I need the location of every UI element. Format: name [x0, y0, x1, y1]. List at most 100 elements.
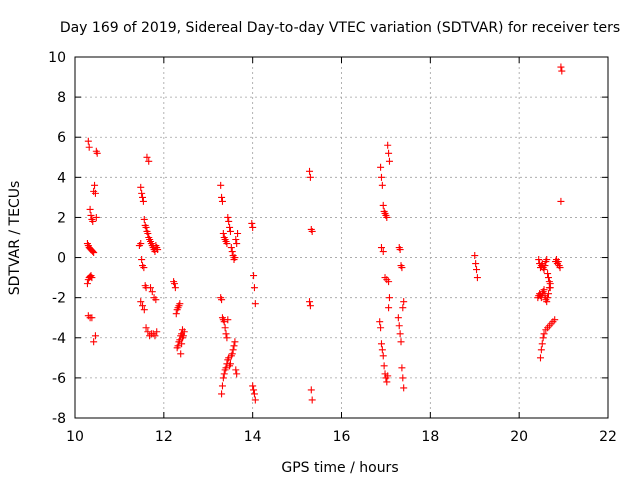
- y-axis-label: SDTVAR / TECUs: [7, 181, 23, 296]
- data-series: [306, 167, 316, 235]
- data-series: [217, 294, 232, 342]
- data-point: [398, 364, 406, 372]
- data-point: [85, 143, 93, 151]
- data-series: [218, 338, 241, 398]
- data-point: [399, 374, 407, 382]
- data-point: [224, 213, 232, 221]
- data-point: [174, 342, 182, 350]
- data-point: [225, 217, 233, 225]
- data-series: [84, 147, 101, 346]
- data-point: [251, 300, 259, 308]
- data-point: [176, 300, 184, 308]
- data-point: [306, 167, 314, 175]
- data-point: [86, 205, 94, 213]
- data-point: [88, 274, 96, 282]
- data-point: [545, 284, 553, 292]
- data-point: [142, 223, 150, 231]
- data-point: [385, 149, 393, 157]
- data-point: [90, 338, 98, 346]
- data-point: [385, 278, 393, 286]
- data-point: [233, 240, 241, 248]
- data-point: [138, 189, 146, 197]
- data-series: [217, 181, 242, 264]
- data-point: [230, 342, 238, 350]
- data-point: [84, 137, 92, 145]
- data-point: [140, 264, 148, 272]
- data-point: [471, 252, 479, 260]
- data-point: [385, 304, 393, 312]
- data-point: [376, 318, 384, 326]
- data-point: [473, 266, 481, 274]
- data-point: [139, 302, 147, 310]
- data-point: [91, 332, 99, 340]
- data-point: [220, 318, 228, 326]
- data-point: [307, 386, 315, 394]
- data-point: [308, 227, 316, 235]
- data-point: [557, 63, 565, 71]
- data-series: [552, 67, 566, 272]
- data-point: [544, 270, 552, 278]
- data-point: [379, 201, 387, 209]
- data-point: [557, 197, 565, 205]
- data-point: [222, 364, 230, 372]
- data-point: [137, 298, 145, 306]
- data-point: [226, 360, 234, 368]
- data-point: [377, 163, 385, 171]
- data-point: [231, 338, 239, 346]
- data-point: [537, 346, 545, 354]
- data-point: [543, 256, 551, 264]
- data-point: [221, 324, 229, 332]
- ticks-layer: 10 12 14 16 18 20 22 -8 -6 -4 -2 0 2 4 6 8 10: [48, 50, 617, 445]
- data-point: [226, 223, 234, 231]
- data-point: [384, 141, 392, 149]
- data-point: [396, 246, 404, 254]
- data-point: [152, 296, 160, 304]
- data-point: [383, 378, 391, 386]
- data-point: [142, 324, 150, 332]
- data-point: [178, 330, 186, 338]
- data-point: [540, 286, 548, 294]
- data-point: [219, 229, 227, 237]
- x-axis-label: GPS time / hours: [281, 460, 398, 476]
- data-point: [170, 280, 178, 288]
- data-point: [250, 390, 258, 398]
- y-tick-label: 10: [48, 50, 66, 66]
- data-series: [137, 183, 162, 256]
- data-point: [538, 340, 546, 348]
- data-point: [89, 217, 97, 225]
- data-point: [144, 328, 152, 336]
- data-point: [223, 334, 231, 342]
- data-point: [86, 273, 94, 281]
- x-tick-label: 20: [510, 429, 528, 445]
- data-point: [232, 366, 240, 374]
- data-point: [400, 384, 408, 392]
- data-point: [535, 256, 543, 264]
- data-point: [397, 338, 405, 346]
- data-point: [234, 229, 242, 237]
- grid-layer: [75, 57, 608, 418]
- data-point: [217, 181, 225, 189]
- data-point: [218, 197, 226, 205]
- y-tick-label: -6: [52, 371, 66, 387]
- data-point: [147, 284, 155, 292]
- y-tick-label: 2: [57, 210, 66, 226]
- data-point: [377, 340, 385, 348]
- data-point: [384, 372, 392, 380]
- data-point: [385, 294, 393, 302]
- data-point: [220, 370, 228, 378]
- data-point: [540, 330, 548, 338]
- data-point: [176, 336, 184, 344]
- data-point: [544, 294, 552, 302]
- data-point: [232, 236, 240, 244]
- data-point: [226, 227, 234, 235]
- data-point: [231, 254, 239, 262]
- data-point: [92, 213, 100, 221]
- data-point: [137, 183, 145, 191]
- data-point: [558, 67, 566, 75]
- data-point: [91, 189, 99, 197]
- data-series: [173, 326, 186, 352]
- data-point: [546, 280, 554, 288]
